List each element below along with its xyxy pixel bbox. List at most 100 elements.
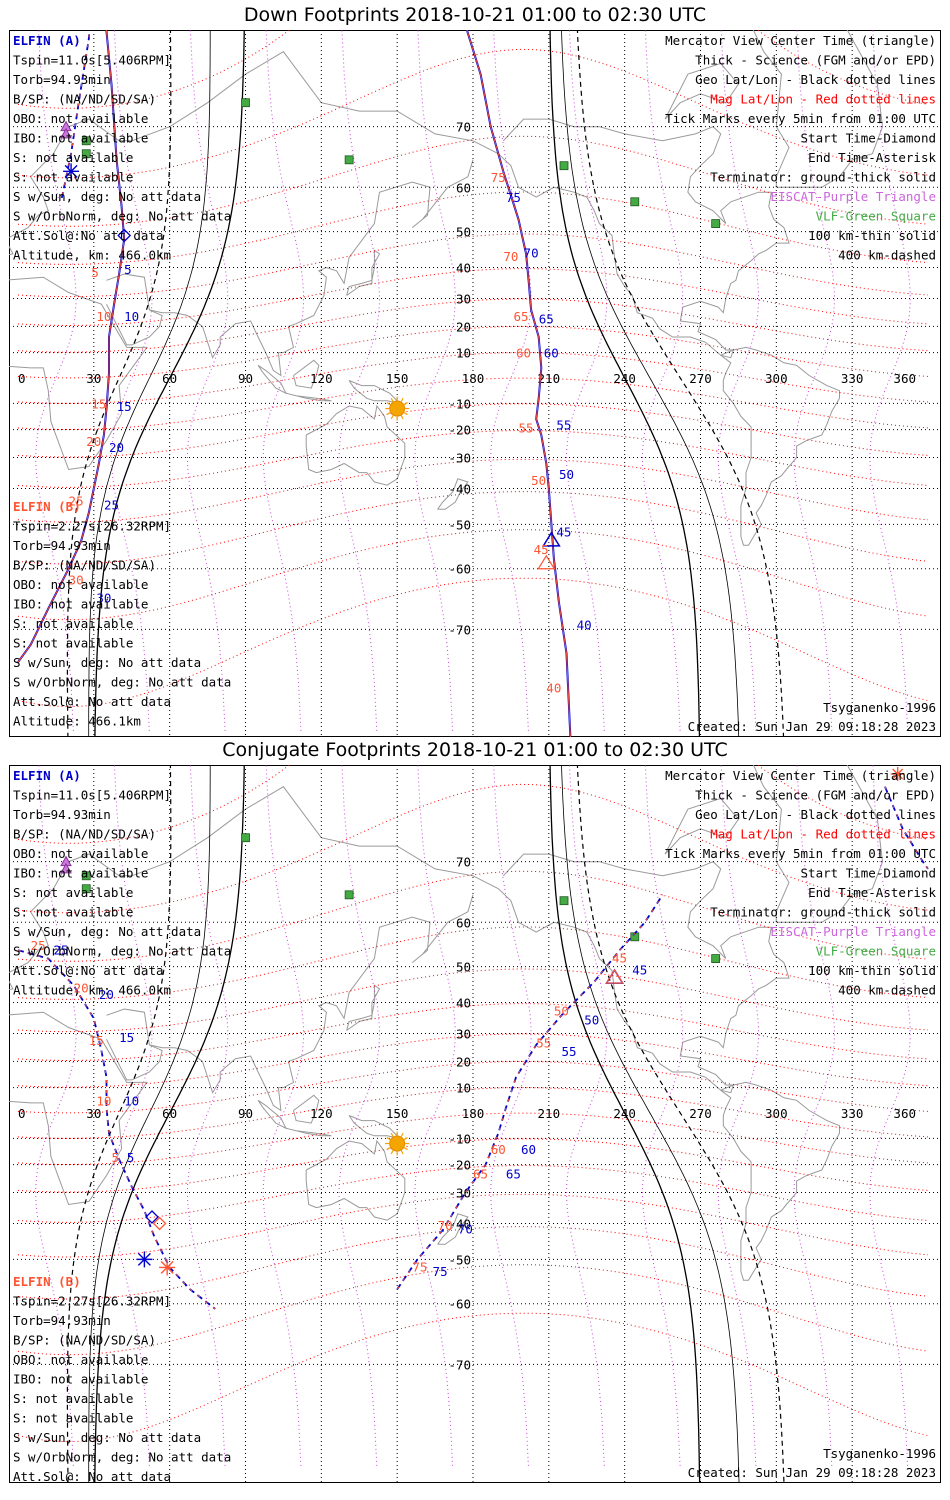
map-frame (9, 30, 941, 737)
lon-tick-label: 90 (238, 1106, 253, 1121)
coastline (720, 1081, 840, 1281)
vlf-square (241, 98, 250, 108)
lon-tick-label: 120 (310, 371, 333, 386)
coastline (106, 1008, 163, 1081)
lon-tick-label: 180 (462, 1106, 485, 1121)
mag-lon-line (717, 30, 759, 731)
elfin-b-tick-label: 40 (546, 681, 561, 696)
conjugate-footprints-map: 0 30 60 90 120 150 180 210 240 270 300 330 360-70-60… (9, 765, 941, 1483)
lat-tick-label: -20 (448, 423, 471, 438)
coastline (293, 359, 320, 389)
legend-entry: Mercator View Center Time (triangle) (665, 33, 936, 48)
lon-tick-label: 180 (462, 371, 485, 386)
coastline (9, 786, 499, 991)
coastline (437, 478, 469, 510)
mag-lat-line (17, 191, 929, 265)
elfin-a-legend-line: S: not available (13, 885, 133, 900)
elfin-b-tick-label: 45 (612, 951, 627, 966)
mag-lon-line (793, 30, 835, 731)
elfin-a-legend-line: S: not available (13, 170, 133, 185)
elfin-a-tick-label: 55 (561, 1044, 576, 1059)
elfin-a-center-triangle (542, 531, 561, 547)
elfin-b-legend-line: Tspin=2.27s[26.32RPM] (13, 1294, 171, 1309)
mag-lat-line (17, 1060, 929, 1114)
lat-tick-label: -70 (448, 1357, 471, 1372)
vlf-square (81, 149, 91, 159)
elfin-a-tick-label: 60 (544, 346, 559, 361)
elfin-b-tick-label: 70 (438, 1218, 453, 1233)
terminator-ground (94, 765, 245, 1483)
coastline (664, 797, 740, 855)
elfin-b-legend-line: S w/OrbNorm, deg: No att data (13, 675, 231, 690)
elfin-a-tick-label: 25 (53, 942, 68, 957)
mag-lon-line (793, 765, 835, 1466)
elfin-a-legend-line: IBO: not available (13, 866, 148, 881)
elfin-b-tick-label: 45 (534, 542, 549, 557)
elfin-b-legend-line: B/SP: (NA/ND/SD/SA) (13, 1333, 156, 1348)
elfin-b-legend-title: ELFIN (B) (13, 499, 81, 514)
lon-tick-label: 150 (386, 371, 409, 386)
coastline (9, 1011, 148, 1206)
legend-entry: Mag Lat/Lon - Red dotted lines (710, 827, 936, 842)
elfin-b-track (466, 30, 571, 737)
elfin-a-legend-title: ELFIN (A) (13, 768, 81, 783)
model-label: Tsyganenko-1996 (823, 700, 936, 715)
elfin-b-tick-label: 15 (89, 1033, 104, 1048)
lon-tick-label: 0 (18, 371, 26, 386)
legend-entry: 400 km-dashed (838, 248, 936, 263)
elfin-b-legend-line: S: not available (13, 1411, 133, 1426)
elfin-b-end-asterisk (890, 767, 905, 782)
elfin-b-tick-label: 70 (503, 249, 518, 264)
legend-entry: Start Time-Diamond (801, 131, 936, 146)
elfin-a-legend-line: IBO: not available (13, 131, 148, 146)
lon-tick-label: 210 (538, 1106, 561, 1121)
mag-lon-line (566, 30, 608, 731)
lat-tick-label: 60 (456, 180, 471, 195)
elfin-a-end-asterisk (136, 1251, 153, 1268)
mag-lat-line (17, 268, 929, 327)
lat-tick-label: -10 (448, 1131, 471, 1146)
legend-entry: EISCAT-Purple Triangle (770, 189, 936, 204)
elfin-b-tick-label: 30 (69, 573, 84, 588)
coastline (305, 404, 406, 486)
lat-tick-label: -60 (448, 562, 471, 577)
lat-tick-label: 70 (456, 855, 471, 870)
legend-entry: Thick - Science (FGM and/or EPD) (695, 53, 936, 68)
coastline (293, 1094, 320, 1124)
elfin-a-legend-line: Torb=94.93min (13, 72, 111, 87)
mag-lon-line (338, 765, 380, 1466)
legend-entry: 100 km-thin solid (808, 963, 936, 978)
coastline (285, 392, 332, 402)
elfin-a-tick-label: 60 (521, 1142, 536, 1157)
elfin-a-legend-line: Altitude, km: 466.0km (13, 983, 171, 998)
elfin-a-tick-label: 50 (559, 467, 574, 482)
down-footprints-map: 0 30 60 90 120 150 180 210 240 270 300 330 360-70-60… (9, 30, 941, 737)
vlf-square (559, 896, 569, 906)
map-frame (9, 765, 941, 1483)
lat-tick-label: -30 (448, 451, 471, 466)
lat-tick-label: -10 (448, 396, 471, 411)
lat-tick-label: -20 (448, 1158, 471, 1173)
sun-icon (385, 1131, 410, 1156)
lat-tick-label: 30 (456, 291, 471, 306)
mag-lon-line (642, 30, 684, 731)
mag-lat-line (17, 1112, 929, 1166)
legend-entry: Mag Lat/Lon - Red dotted lines (710, 92, 936, 107)
mag-lon-line (262, 30, 304, 731)
legend-entry: Mercator View Center Time (triangle) (665, 768, 936, 783)
created-timestamp: Created: Sun Jan 29 09:18:28 2023 (688, 719, 936, 734)
elfin-a-tick-label: 30 (96, 590, 111, 605)
legend-entry: Geo Lat/Lon - Black dotted lines (695, 72, 936, 87)
legend-entry: VLF-Green Square (816, 209, 936, 224)
lon-tick-label: 90 (238, 371, 253, 386)
legend-entry: Tick Marks every 5min from 01:00 UTC (665, 846, 936, 861)
elfin-a-legend-line: OBO: not available (13, 846, 148, 861)
lat-tick-label: -30 (448, 1186, 471, 1201)
lat-tick-label: 20 (456, 1054, 471, 1069)
elfin-b-tick-label: 75 (491, 170, 506, 185)
mag-lon-line (490, 765, 532, 1466)
terminator-100km (561, 765, 740, 1483)
lat-tick-label: 60 (456, 915, 471, 930)
elfin-a-tick-label: 15 (117, 399, 132, 414)
lat-tick-label: 10 (456, 346, 471, 361)
